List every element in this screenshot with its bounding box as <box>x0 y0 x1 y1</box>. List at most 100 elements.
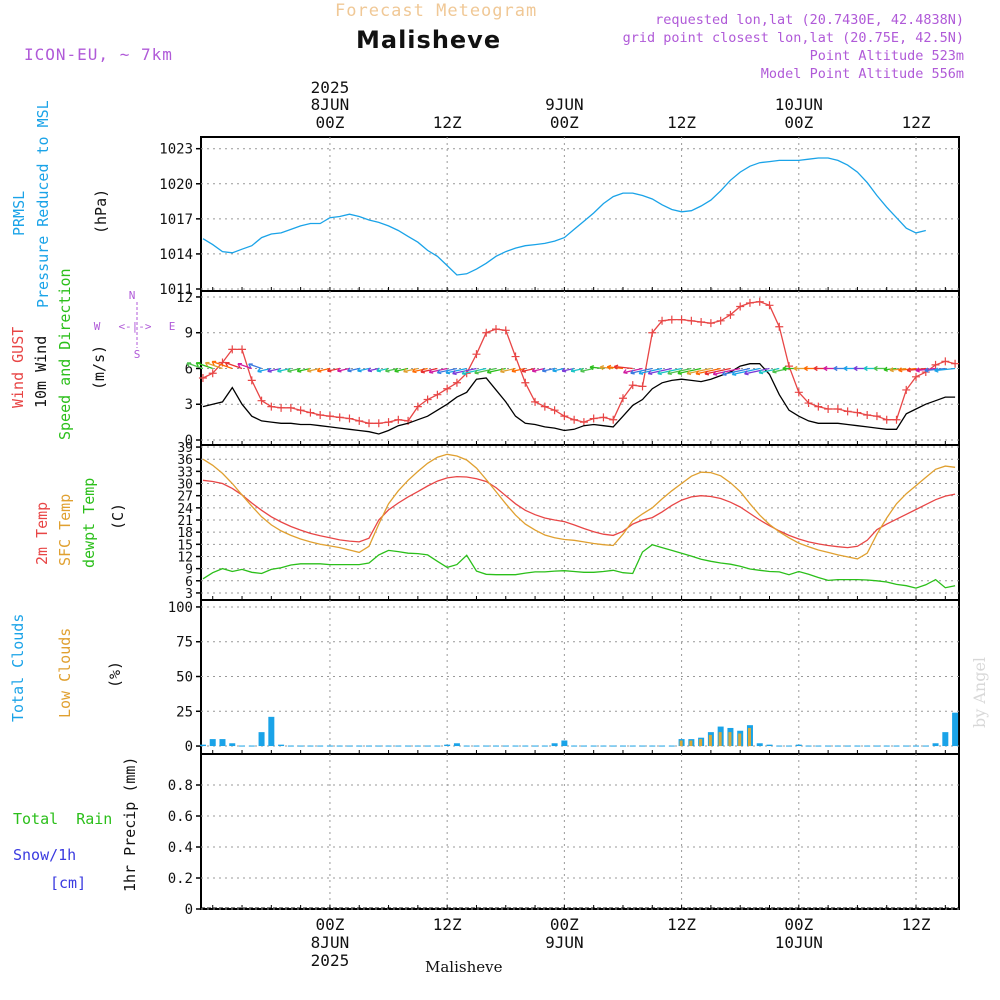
gust-marker <box>550 406 559 415</box>
gust-marker <box>716 316 725 325</box>
wind-arrow-head <box>461 370 467 376</box>
temp2m-label: 2m Temp <box>33 502 51 565</box>
gust-marker <box>316 410 325 419</box>
temperature-ytick-label: 15 <box>177 538 193 553</box>
gust-marker <box>277 403 286 412</box>
total-clouds-bar <box>258 732 265 747</box>
pressure-label-2: Pressure Reduced to MSL <box>34 100 52 308</box>
total-clouds-bar <box>199 744 206 747</box>
wind-ytick-label: 3 <box>185 397 193 413</box>
low-clouds-label: Low Clouds <box>56 628 74 718</box>
wind-arrow-head <box>731 370 737 376</box>
temperature-ytick-label: 3 <box>185 587 193 602</box>
top-axis-date: 9JUN <box>545 95 584 114</box>
wind-arrow-head <box>623 369 628 375</box>
wind-direction-arrow <box>420 367 438 373</box>
wind-direction-arrow <box>248 363 262 370</box>
gust-marker <box>531 397 540 406</box>
gust-marker <box>902 385 911 394</box>
wind-direction-arrow <box>337 367 350 372</box>
low-clouds-bar <box>738 733 742 747</box>
grid-point-coords: grid point closest lon,lat (20.75E, 42.5… <box>623 30 964 46</box>
precip-panel: 0 0.2 0.4 0.6 0.8 <box>168 753 960 918</box>
total-clouds-bar <box>551 743 558 747</box>
top-axis-year: 2025 <box>311 78 350 97</box>
wind-arrow-head <box>695 370 701 376</box>
temperature-ytick-label: 18 <box>177 526 193 541</box>
wind-arrow-head <box>883 366 888 372</box>
gust-marker <box>824 405 833 414</box>
total-clouds-bar <box>444 744 451 747</box>
wind-arrow-head <box>394 367 399 373</box>
wind-arrow-head <box>898 367 903 373</box>
panels: 1011101410171020102303691236912151821242… <box>159 136 960 918</box>
gust-marker <box>345 414 354 423</box>
total-clouds-bar <box>766 744 773 747</box>
wind-arrow-head <box>686 370 692 376</box>
gust-marker <box>267 402 276 411</box>
low-clouds-bar <box>747 727 751 747</box>
wind-arrow-head <box>211 360 217 366</box>
wind-arrow-head <box>873 365 878 372</box>
gust-marker <box>570 415 579 424</box>
gust-marker <box>257 396 266 405</box>
gust-marker <box>628 381 637 390</box>
gust-marker <box>306 408 315 417</box>
compass-arrows: <-|-> <box>118 320 151 333</box>
wind-direction-arrow <box>722 367 751 376</box>
bottom-axis-hour: 00Z <box>784 915 813 934</box>
top-axis-date: 8JUN <box>311 95 350 114</box>
top-axis-hour: 12Z <box>902 113 931 132</box>
pressure-ytick-label: 1023 <box>159 142 193 158</box>
location-title: Malisheve <box>356 26 501 54</box>
wind-axis-labels: Wind GUST 10m Wind Speed and Direction (… <box>9 268 175 440</box>
gust-marker <box>325 412 334 421</box>
temperature-ytick-label: 33 <box>177 465 193 480</box>
wind-arrow-head <box>924 367 929 373</box>
gust-marker <box>638 382 647 391</box>
snow-unit-label: [cm] <box>50 874 86 892</box>
cloud-axis-labels: Total Clouds Low Clouds (%) <box>9 614 124 722</box>
wind-arrow-head <box>436 369 442 375</box>
wind-arrow-head <box>195 362 201 367</box>
wind-direction-arrow <box>429 367 448 374</box>
wind-direction-arrow <box>367 367 379 372</box>
temperature-ytick-label: 6 <box>185 575 193 590</box>
wind-series-10m-wind <box>202 363 956 435</box>
temperature-ytick-label: 12 <box>177 550 193 565</box>
bottom-axis-hour: 00Z <box>550 915 579 934</box>
wind-direction-arrow <box>521 367 536 372</box>
wind-arrow-head <box>420 368 425 374</box>
gust-marker <box>726 310 735 319</box>
wind-arrow-head <box>306 367 312 373</box>
pressure-ytick-label: 1017 <box>159 212 193 228</box>
wind-arrow-head <box>287 367 292 373</box>
gust-marker <box>452 378 461 387</box>
gust-marker <box>648 328 657 337</box>
wind-direction-arrow <box>225 362 243 370</box>
wind-arrow-head <box>367 367 373 373</box>
top-axis-hour: 12Z <box>433 113 462 132</box>
wind-direction-arrow <box>327 367 340 372</box>
wind-arrow-head <box>561 367 567 373</box>
chart-subtitle: Forecast Meteogram <box>335 1 537 21</box>
gust-label: Wind GUST <box>9 327 27 408</box>
total-clouds-bar <box>268 716 275 747</box>
wind-arrow-head <box>638 369 644 375</box>
gust-marker <box>365 419 374 428</box>
wind-arrow-head <box>647 370 653 376</box>
dewpt-label: dewpt Temp <box>80 478 98 568</box>
wind-direction-arrow <box>357 367 370 372</box>
gust-marker <box>697 317 706 326</box>
wind-direction-arrow <box>205 361 223 370</box>
wind-arrow-head <box>934 367 939 373</box>
total-clouds-bar <box>219 739 226 747</box>
total-clouds-bar <box>932 743 939 747</box>
wind-arrow-head <box>428 368 434 374</box>
wind-arrow-head <box>452 370 457 376</box>
gust-marker <box>706 319 715 328</box>
gust-marker <box>443 384 452 393</box>
pressure-series-prmsl <box>202 157 926 276</box>
wind-arrow-head <box>803 365 808 372</box>
